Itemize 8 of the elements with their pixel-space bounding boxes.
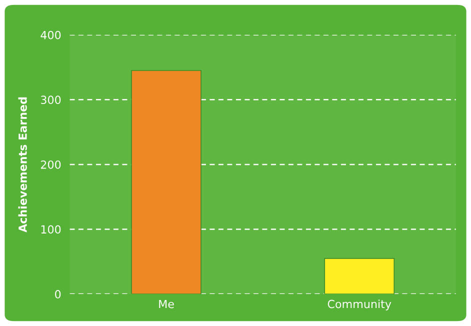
y-axis-title: Achievements Earned: [18, 97, 27, 232]
y-tick-label: 100: [41, 225, 61, 234]
x-tick-label: Me: [159, 300, 174, 308]
y-tick-label: 300: [41, 96, 61, 104]
x-tick-label: Community: [328, 300, 392, 310]
y-tick-label: 200: [40, 160, 61, 169]
y-tick-label: 400: [40, 30, 61, 40]
y-tick-label: 0: [55, 290, 61, 298]
